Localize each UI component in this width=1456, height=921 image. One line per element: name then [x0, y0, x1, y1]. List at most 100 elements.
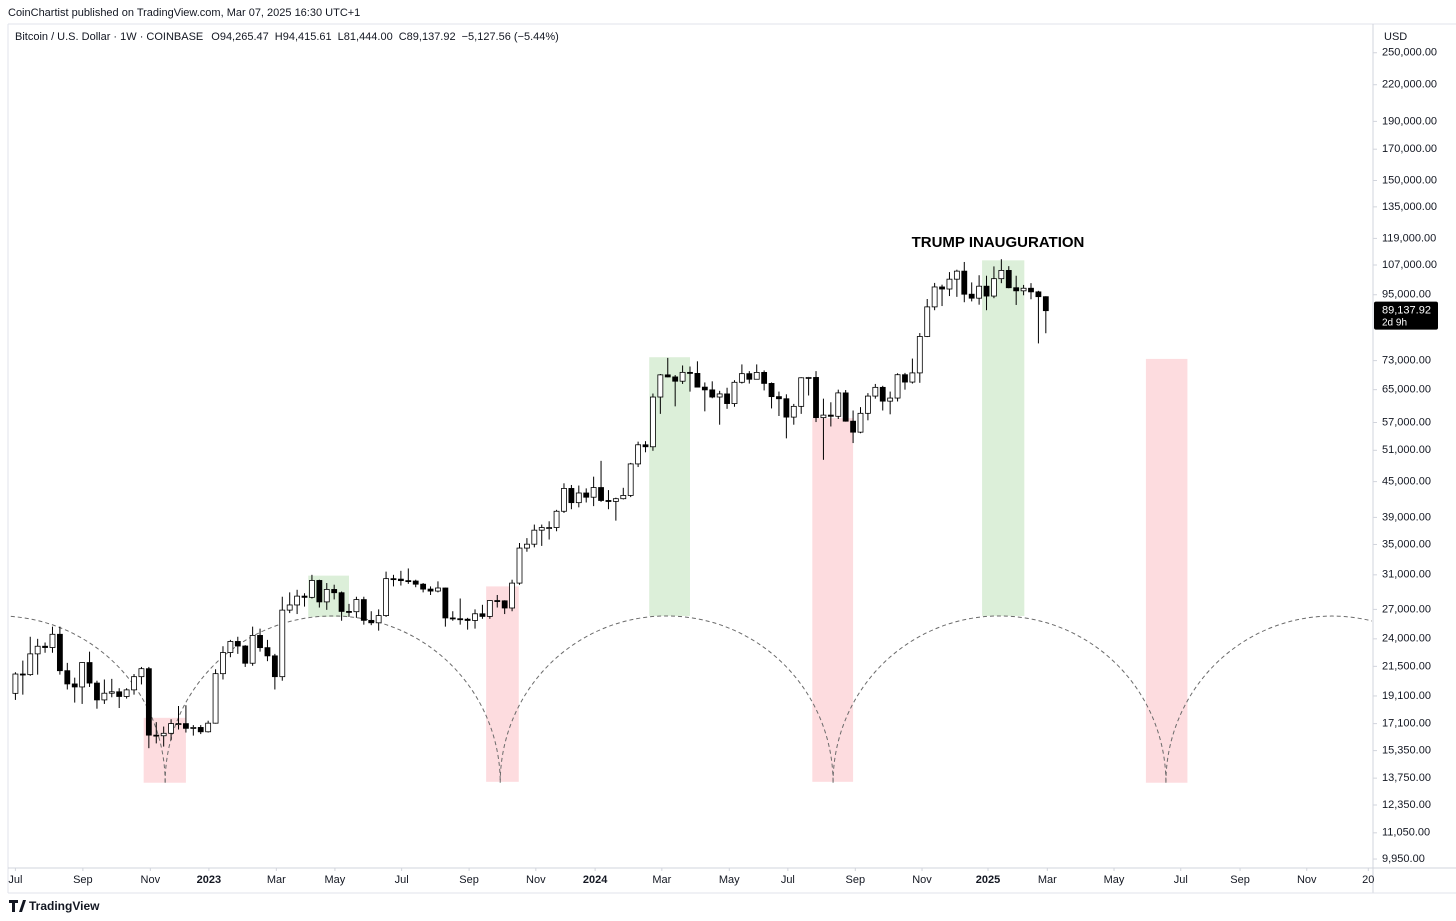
- y-tick-label: 170,000.00: [1382, 143, 1437, 155]
- candle-body: [338, 592, 345, 612]
- candle-body: [701, 386, 708, 391]
- y-tick-label: 250,000.00: [1382, 47, 1437, 59]
- candle-body: [968, 293, 975, 299]
- candle-body: [294, 595, 301, 606]
- x-tick-label: Sep: [846, 874, 866, 886]
- candle-body: [64, 670, 71, 685]
- candle-body: [19, 673, 26, 676]
- x-tick-label: Jul: [781, 874, 795, 886]
- candle-body: [939, 286, 945, 290]
- candle-body: [894, 374, 901, 399]
- candle-body: [145, 668, 152, 736]
- candle-body: [1013, 287, 1020, 292]
- brand-name: TradingView: [29, 899, 100, 913]
- axes: 250,000.00 220,000.00 190,000.00 170,000.00…: [8, 47, 1437, 886]
- candle-body: [257, 635, 263, 649]
- legend: Bitcoin / U.S. Dollar · 1W · COINBASE O9…: [15, 31, 559, 43]
- candle-body: [27, 653, 34, 676]
- candle-body: [420, 583, 427, 590]
- candle-body: [605, 500, 612, 502]
- candle-body: [657, 374, 664, 398]
- y-tick-label: 12,350.00: [1382, 799, 1431, 811]
- candle-body: [242, 645, 249, 664]
- x-tick-label: Sep: [73, 874, 93, 886]
- publisher-line: CoinChartist published on TradingView.co…: [8, 7, 360, 19]
- candle-body: [390, 578, 397, 581]
- y-tick-label: 51,000.00: [1382, 444, 1431, 456]
- candle-body: [1035, 291, 1042, 298]
- candle-body: [627, 463, 634, 496]
- candle-body: [650, 396, 656, 448]
- candle-body: [205, 722, 212, 733]
- candle-body: [924, 306, 931, 337]
- candle-body: [160, 732, 167, 737]
- candle-body: [71, 683, 78, 688]
- candle-body: [857, 412, 864, 433]
- candle-body: [879, 386, 886, 402]
- candle-body: [175, 723, 182, 726]
- y-tick-label: 150,000.00: [1382, 174, 1437, 186]
- y-tick-label: 27,000.00: [1382, 603, 1431, 615]
- candle-body: [620, 495, 627, 500]
- candle-body: [494, 600, 501, 602]
- candle-body: [961, 270, 968, 295]
- candle-body: [776, 396, 782, 400]
- candle-body: [183, 723, 189, 729]
- candle-body: [435, 587, 441, 592]
- candle-body: [709, 389, 716, 398]
- candle-body: [79, 662, 86, 688]
- candle-body: [123, 689, 130, 697]
- candle-body: [442, 587, 449, 619]
- zone: [649, 357, 690, 616]
- candle-body: [309, 580, 315, 598]
- candle-body: [375, 615, 382, 624]
- candle-body: [516, 547, 523, 584]
- candle-body: [798, 377, 805, 407]
- candle-body: [790, 405, 797, 418]
- candle-body: [731, 381, 738, 404]
- candle-body: [56, 633, 63, 672]
- open-label: O94,265.47: [211, 31, 269, 43]
- candle-body: [553, 510, 560, 528]
- candle-body: [865, 395, 871, 414]
- zones: [143, 260, 1188, 783]
- y-tick-label: 220,000.00: [1382, 79, 1437, 91]
- candle-body: [687, 371, 693, 374]
- candle-body: [931, 286, 938, 308]
- candle-body: [397, 578, 404, 582]
- candle-body: [916, 336, 923, 374]
- brand: TradingView: [9, 899, 100, 913]
- candle-body: [190, 727, 197, 729]
- candle-body: [412, 580, 419, 585]
- y-tick-label: 107,000.00: [1382, 259, 1437, 271]
- candle-body: [457, 618, 464, 621]
- candle-body: [116, 691, 123, 697]
- y-tick-label: 21,500.00: [1382, 660, 1431, 672]
- candle-body: [464, 618, 471, 621]
- candle-body: [94, 682, 100, 701]
- y-tick-label: 31,000.00: [1382, 569, 1431, 581]
- x-tick-label: 2023: [197, 874, 221, 886]
- candle-body: [1020, 287, 1027, 292]
- candle-body: [168, 723, 174, 734]
- candle-body: [642, 444, 649, 448]
- x-tick-label: May: [325, 874, 346, 886]
- y-tick-label: 57,000.00: [1382, 416, 1431, 428]
- candle-body: [86, 662, 93, 684]
- x-tick-label: Mar: [267, 874, 286, 886]
- candle-body: [805, 377, 812, 379]
- candle-body: [279, 609, 286, 678]
- x-tick-label: May: [1104, 874, 1125, 886]
- candle-body: [590, 487, 597, 498]
- candle-body: [768, 383, 775, 398]
- candle-body: [220, 652, 226, 675]
- candle-body: [1042, 296, 1049, 312]
- candle-body: [101, 692, 108, 701]
- x-tick-label: Jul: [1174, 874, 1188, 886]
- candle-body: [909, 372, 916, 383]
- currency: USD: [1384, 31, 1407, 43]
- candle-body: [368, 619, 375, 624]
- symbol: Bitcoin / U.S. Dollar · 1W · COINBASE: [15, 31, 203, 43]
